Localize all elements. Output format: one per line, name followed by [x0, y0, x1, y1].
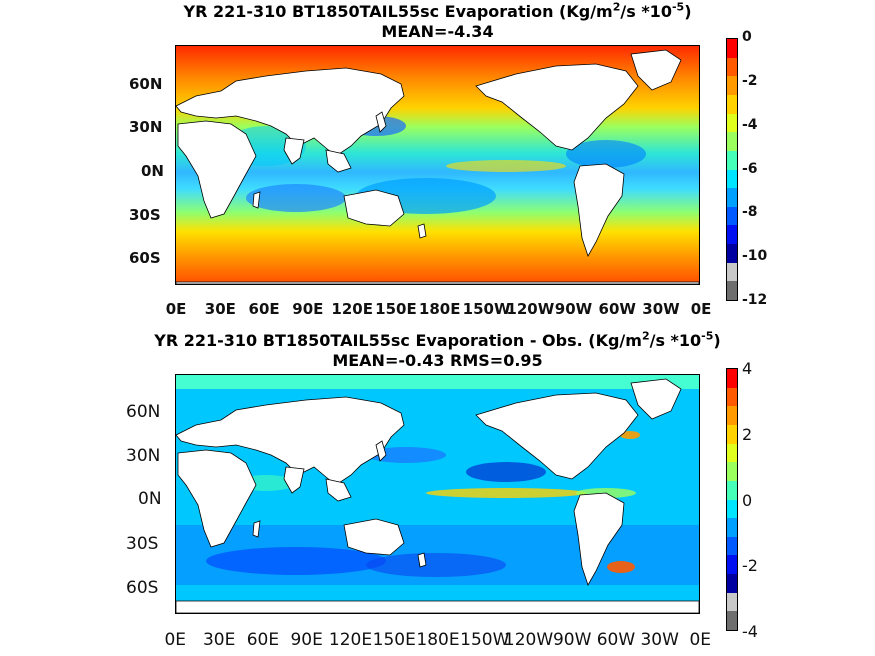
- colorbar-swatch: [727, 206, 737, 226]
- lon-label: 120W: [503, 630, 554, 650]
- colorbar-tick-label: 4: [742, 359, 753, 378]
- lat-label: 0N: [138, 489, 162, 509]
- colorbar-tick-label: -2: [742, 556, 758, 576]
- colorbar-tick-label: 2: [742, 424, 753, 444]
- colorbar-swatch: [727, 592, 737, 612]
- lon-label: 150E: [372, 630, 416, 650]
- lon-label: 90E: [292, 300, 324, 318]
- colorbar-swatch: [727, 57, 737, 77]
- colorbar-swatch: [727, 480, 737, 500]
- mean-label: MEAN=-4.34: [381, 22, 494, 41]
- colorbar-tick-label: -4: [742, 622, 758, 641]
- colorbar: [726, 368, 738, 631]
- lon-label: 30E: [204, 300, 236, 318]
- colorbar-swatch: [727, 39, 737, 59]
- lat-label: 30N: [126, 446, 161, 466]
- colorbar: [726, 38, 738, 301]
- lon-label: 90W: [554, 300, 593, 318]
- lon-label: 180E: [418, 300, 461, 318]
- lon-label: 60E: [248, 300, 280, 318]
- colorbar-swatch: [727, 555, 737, 575]
- colorbar-swatch: [727, 113, 737, 133]
- colorbar-tick-label: 0: [742, 490, 753, 510]
- evaporation-map: [175, 45, 700, 285]
- colorbar-swatch: [727, 536, 737, 556]
- colorbar-swatch: [727, 387, 737, 407]
- lon-label: 0E: [689, 630, 712, 650]
- lon-label: 0E: [164, 630, 187, 650]
- lon-label: 150W: [460, 630, 510, 650]
- lon-label: 120E: [331, 300, 373, 318]
- lat-label: 60N: [126, 402, 161, 422]
- colorbar-swatch: [727, 132, 737, 152]
- lon-label: 60W: [598, 300, 636, 318]
- colorbar-swatch: [727, 150, 737, 170]
- lon-label: 30W: [642, 300, 680, 318]
- colorbar-tick-label: -2: [742, 72, 758, 89]
- colorbar-swatch: [727, 574, 737, 594]
- mean-rms-label: MEAN=-0.43 RMS=0.95: [332, 351, 543, 370]
- colorbar-swatch: [727, 188, 737, 208]
- lon-label: 0E: [690, 300, 712, 318]
- colorbar-swatch: [727, 369, 737, 389]
- colorbar-tick-label: -6: [742, 160, 758, 177]
- colorbar-swatch: [727, 406, 737, 426]
- colorbar-swatch: [727, 443, 737, 463]
- lon-label: 60E: [246, 630, 280, 650]
- lon-label: 30E: [202, 630, 236, 650]
- lat-label: 30S: [129, 206, 161, 224]
- colorbar-swatch: [727, 499, 737, 519]
- colorbar-tick-label: -8: [742, 204, 758, 221]
- colorbar-swatch: [727, 462, 737, 482]
- lon-label: 120E: [328, 630, 373, 650]
- colorbar-swatch: [727, 76, 737, 96]
- colorbar-tick-label: -12: [742, 292, 768, 308]
- lon-label: 90E: [290, 630, 323, 650]
- lat-label: 30N: [129, 118, 163, 136]
- lon-label: 0E: [165, 300, 187, 318]
- lon-label: 150W: [462, 300, 511, 318]
- colorbar-swatch: [727, 225, 737, 245]
- colorbar-tick-label: -10: [742, 248, 768, 265]
- lat-label: 60N: [129, 75, 163, 93]
- colorbar-swatch: [727, 169, 737, 189]
- lon-label: 120W: [506, 300, 555, 318]
- colorbar-swatch: [727, 244, 737, 264]
- lon-label: 180E: [416, 630, 460, 650]
- colorbar-swatch: [727, 94, 737, 115]
- lat-label: 0N: [141, 162, 164, 180]
- panel-title: YR 221-310 BT1850TAIL55sc Evaporation (K…: [183, 0, 692, 21]
- lat-label: 60S: [129, 249, 161, 267]
- colorbar-tick-label: -4: [742, 116, 758, 133]
- colorbar-swatch: [727, 262, 737, 282]
- lon-label: 90W: [552, 630, 592, 650]
- lon-label: 60W: [596, 630, 636, 650]
- panel-title: YR 221-310 BT1850TAIL55sc Evaporation - …: [154, 329, 721, 350]
- colorbar-tick-label: 0: [742, 29, 752, 45]
- lon-label: 150E: [375, 300, 417, 318]
- lon-label: 30W: [640, 630, 679, 650]
- lat-label: 60S: [126, 578, 159, 598]
- colorbar-swatch: [727, 518, 737, 538]
- colorbar-swatch: [727, 281, 737, 301]
- lat-label: 30S: [126, 534, 159, 554]
- colorbar-swatch: [727, 611, 737, 631]
- evaporation-bias-map: [175, 374, 700, 614]
- colorbar-swatch: [727, 424, 737, 445]
